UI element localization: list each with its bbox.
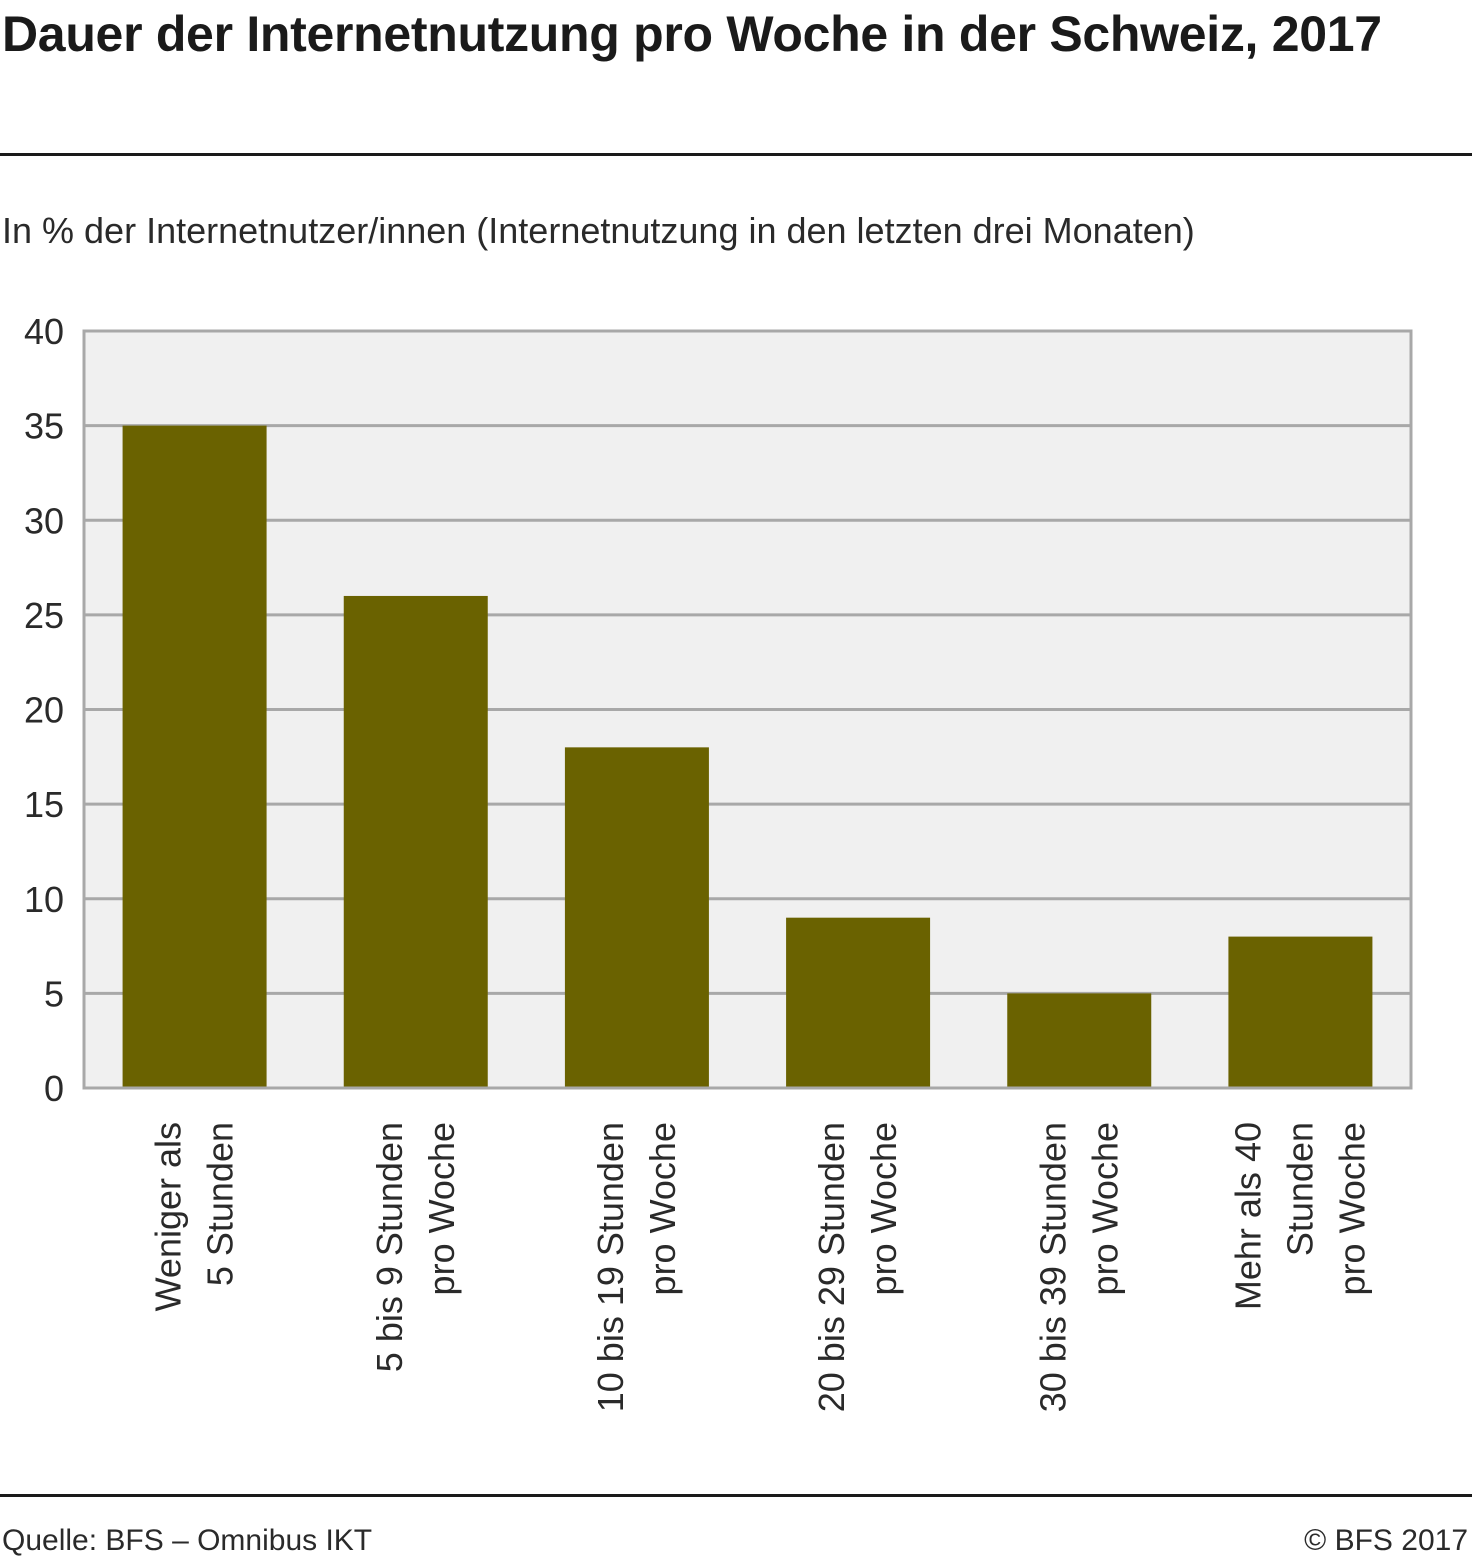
title-divider — [0, 153, 1472, 156]
x-category-label: Mehr als 40 Stunden pro Woche — [1227, 1122, 1372, 1310]
bar — [1007, 993, 1152, 1088]
x-category-label: 30 bis 39 Stunden pro Woche — [1032, 1122, 1125, 1412]
x-tick-label: 30 bis 39 Stunden — [1032, 1122, 1073, 1412]
x-tick-label: pro Woche — [863, 1122, 904, 1295]
x-tick-label: Mehr als 40 — [1227, 1122, 1268, 1310]
footer-divider — [0, 1494, 1472, 1497]
y-tick-label: 20 — [24, 690, 64, 731]
x-tick-label: pro Woche — [1084, 1122, 1125, 1295]
y-tick-label: 35 — [24, 406, 64, 447]
x-tick-label: 20 bis 29 Stunden — [811, 1122, 852, 1412]
y-tick-label: 15 — [24, 784, 64, 825]
copyright-note: © BFS 2017 — [1304, 1524, 1468, 1557]
bar — [1228, 936, 1373, 1088]
x-tick-label: Stunden — [1279, 1122, 1320, 1256]
bar — [564, 747, 709, 1088]
source-note: Quelle: BFS – Omnibus IKT — [2, 1524, 373, 1557]
x-tick-label: pro Woche — [642, 1122, 683, 1295]
bar-chart: 0 5 10 15 20 25 30 35 40 Weniger als 5 Stunden 5 b… — [24, 311, 1413, 1412]
y-tick-label: 40 — [24, 311, 64, 352]
bar — [343, 595, 488, 1088]
y-tick-label: 5 — [44, 973, 64, 1014]
x-tick-label: 10 bis 19 Stunden — [590, 1122, 631, 1412]
x-tick-label: 5 bis 9 Stunden — [369, 1122, 410, 1372]
x-category-label: 5 bis 9 Stunden pro Woche — [369, 1122, 462, 1372]
x-tick-label: pro Woche — [1331, 1122, 1372, 1295]
x-tick-label: 5 Stunden — [200, 1122, 241, 1286]
x-category-label: Weniger als 5 Stunden — [148, 1122, 241, 1311]
x-category-label: 10 bis 19 Stunden pro Woche — [590, 1122, 683, 1412]
y-tick-label: 0 — [44, 1068, 64, 1109]
chart-subtitle: In % der Internetnutzer/innen (Internetn… — [2, 210, 1195, 251]
y-tick-label: 10 — [24, 879, 64, 920]
chart-title: Dauer der Internetnutzung pro Woche in d… — [2, 6, 1382, 62]
plot-frame — [82, 329, 1413, 1090]
x-tick-label: pro Woche — [421, 1122, 462, 1295]
bar — [122, 425, 267, 1088]
x-tick-label: Weniger als — [148, 1122, 189, 1311]
y-tick-label: 25 — [24, 595, 64, 636]
x-category-label: 20 bis 29 Stunden pro Woche — [811, 1122, 904, 1412]
y-tick-label: 30 — [24, 500, 64, 541]
bar — [786, 917, 931, 1088]
